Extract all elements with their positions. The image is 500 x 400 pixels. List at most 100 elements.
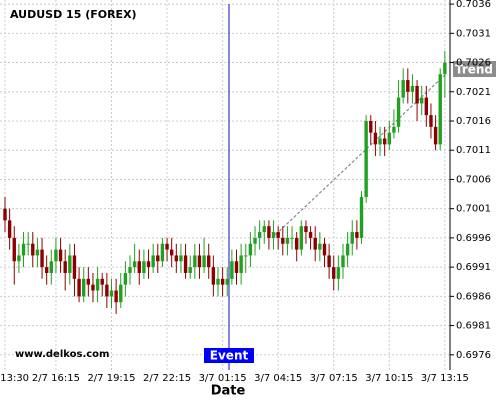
candle-body [137, 261, 141, 273]
candle-body [72, 255, 77, 279]
y-tick-label: 0.7001 [456, 204, 491, 215]
candle-body [406, 80, 410, 92]
candle-body [257, 232, 262, 238]
candle-body [183, 255, 188, 273]
candle-body [156, 255, 160, 262]
y-tick-label: 0.7021 [456, 87, 491, 98]
candle-body [44, 267, 49, 273]
candle-body [336, 267, 341, 279]
candle-body [322, 243, 327, 256]
candle-body [146, 261, 151, 268]
candle-body [114, 290, 118, 303]
candle-body [211, 267, 216, 285]
candle-body [401, 80, 405, 98]
y-tick-label: 0.6986 [456, 291, 491, 302]
candle-body [179, 255, 183, 262]
y-tick-label: 0.7006 [456, 174, 491, 185]
candle-body [420, 97, 424, 104]
y-tick-label: 0.7026 [456, 58, 491, 69]
candle-body [7, 220, 12, 238]
candle-body [350, 232, 354, 244]
candle-body [68, 255, 72, 273]
watermark: www.delkos.com [15, 349, 109, 360]
x-tick-label: 2/7 16:15 [32, 373, 80, 384]
candle-body [392, 126, 396, 133]
candle-body [230, 261, 234, 279]
candle-body [285, 237, 290, 244]
candle-body [123, 272, 128, 285]
x-tick-label: 3/7 07:15 [310, 373, 358, 384]
trend-line [271, 73, 447, 239]
candle-body [327, 255, 331, 268]
candle-body [308, 232, 313, 238]
event-box [204, 348, 254, 363]
candle-body [429, 115, 433, 127]
candle-body [364, 120, 368, 197]
candle-body [396, 97, 401, 127]
candle-body [174, 255, 179, 262]
y-tick-label: 0.6996 [456, 233, 491, 244]
candle-body [253, 237, 257, 244]
candle-body [299, 226, 304, 250]
candle-body [318, 243, 322, 250]
candle-body [128, 267, 132, 273]
candle-body [355, 232, 359, 238]
chart-title: AUDUSD 15 (FOREX) [10, 8, 137, 21]
candle-body [304, 226, 308, 233]
grid [0, 0, 450, 370]
candle-body [109, 290, 114, 297]
candle-body [100, 278, 104, 285]
candle-body [294, 237, 299, 250]
candle-body [313, 237, 317, 250]
candle-body [239, 255, 243, 273]
candle-body [63, 261, 67, 273]
candle-body [35, 249, 40, 256]
candle-body [359, 196, 364, 238]
x-tick-label: 2/7 19:15 [87, 373, 135, 384]
x-tick-label: 3/7 13:15 [421, 373, 469, 384]
candle-body [234, 261, 239, 273]
y-tick-label: 0.6991 [456, 262, 491, 273]
candle-body [369, 120, 373, 133]
candle-body [281, 237, 285, 244]
candle-body [58, 249, 63, 262]
candle-body [86, 278, 91, 285]
candle-body [26, 243, 30, 245]
candle-body [91, 284, 95, 291]
candle-body [225, 278, 229, 285]
candle-body [438, 74, 442, 145]
candle-body [262, 226, 266, 233]
candle-body [382, 138, 387, 145]
candle-body [197, 255, 202, 268]
candle-body [160, 243, 165, 262]
x-tick-label: 3/7 04:15 [254, 373, 302, 384]
candle-body [49, 261, 53, 273]
candle-body [119, 284, 123, 303]
candle-body [105, 284, 109, 297]
candle-body [82, 278, 86, 297]
y-tick-label: 0.6981 [456, 321, 491, 332]
candle-body [169, 249, 174, 256]
candle-body [248, 243, 253, 256]
candle-body [40, 249, 44, 268]
candle-body [387, 132, 391, 145]
candle-body [207, 255, 211, 268]
y-tick-label: 0.7031 [456, 28, 491, 39]
candle-body [142, 261, 146, 273]
candle-body [54, 249, 58, 262]
candle-body [290, 237, 294, 239]
candle-body [345, 243, 350, 256]
candle-body [378, 138, 382, 145]
x-tick-label: 3/7 10:15 [365, 373, 413, 384]
y-tick-label: 0.6976 [456, 350, 491, 361]
candle-body [216, 278, 220, 285]
candle-body [276, 232, 280, 238]
x-tick-label: 3/7 01:15 [199, 373, 247, 384]
candle-body [132, 261, 137, 268]
candle-body [410, 85, 415, 92]
x-tick-label: 2/7 13:30 [0, 373, 29, 384]
candle-body [165, 243, 169, 250]
trend-label: Trend [455, 63, 493, 77]
candles [3, 50, 447, 314]
